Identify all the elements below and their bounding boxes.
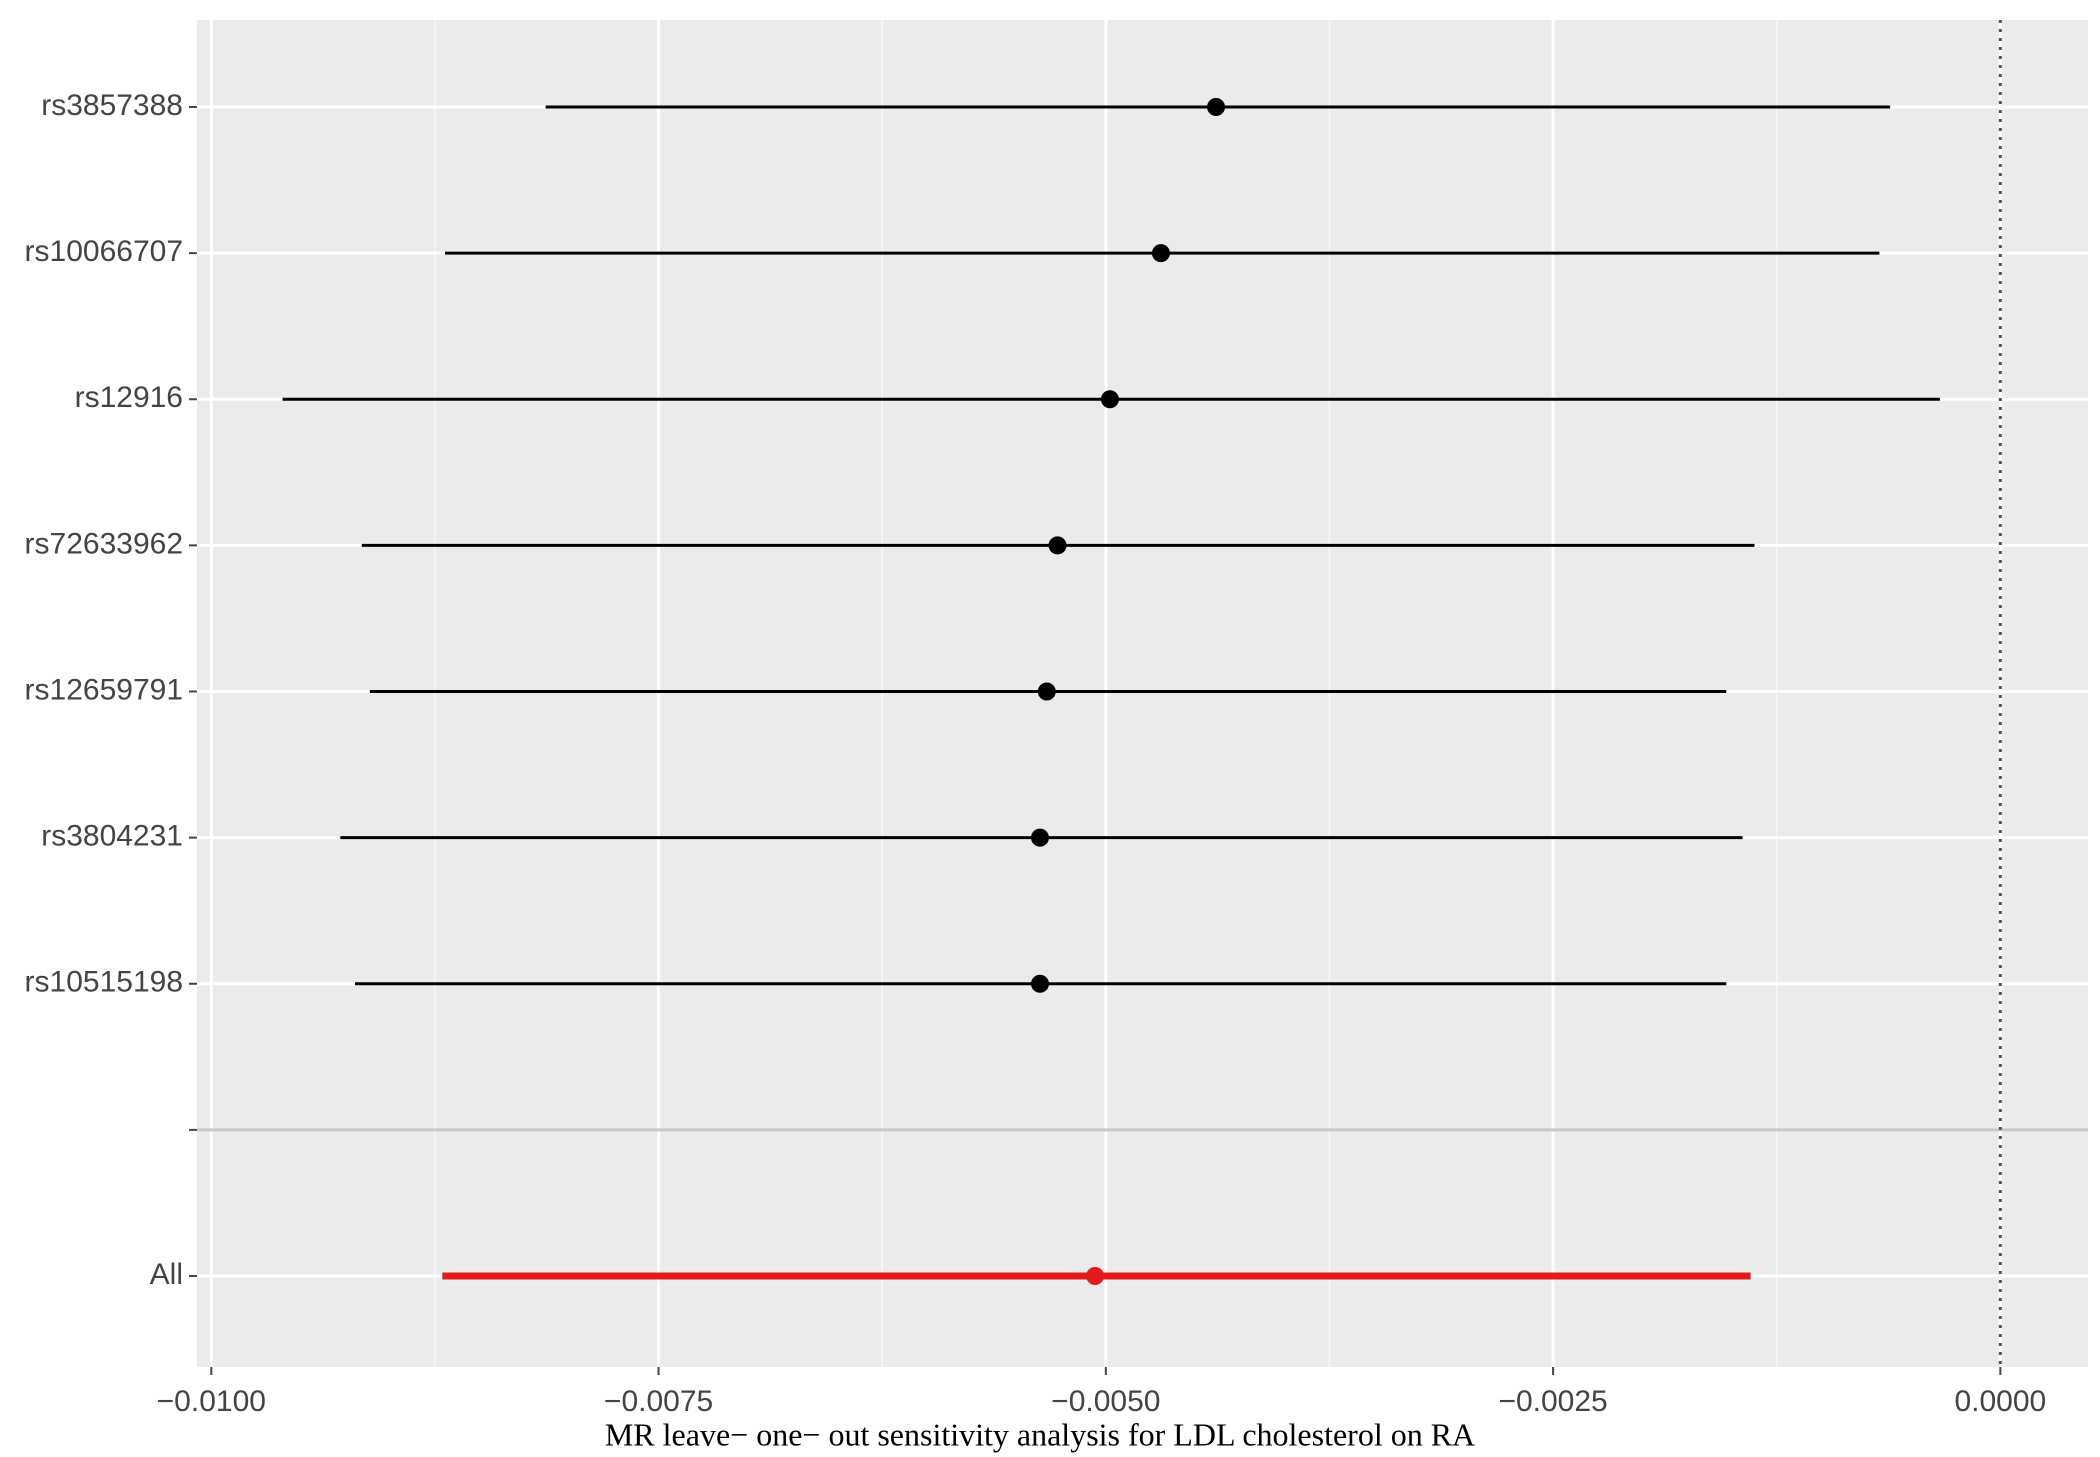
y-tick-label: rs72633962 — [25, 527, 183, 560]
point-estimate — [1030, 828, 1049, 847]
point-estimate — [1037, 682, 1056, 701]
x-tick-label: −0.0075 — [604, 1385, 713, 1418]
point-estimate — [1207, 98, 1226, 116]
point-estimate — [1100, 390, 1119, 409]
x-tick-label: −0.0100 — [157, 1385, 266, 1418]
y-tick-label: rs12916 — [75, 381, 183, 414]
panel — [197, 20, 2088, 1367]
x-tick-label: 0.0000 — [1954, 1385, 2046, 1418]
y-tick-label: rs12659791 — [25, 673, 183, 706]
point-estimate — [1048, 536, 1067, 555]
chart-title: MR leave− one− out sensitivity analysis … — [605, 1416, 1475, 1452]
point-estimate — [1086, 1267, 1105, 1285]
y-tick-label: rs3804231 — [41, 820, 183, 853]
y-tick-label: rs10515198 — [25, 966, 183, 999]
x-tick-label: −0.0050 — [1051, 1385, 1160, 1418]
y-tick-label: rs3857388 — [41, 89, 183, 122]
point-estimate — [1030, 974, 1049, 993]
y-tick-label: All — [150, 1258, 183, 1291]
x-tick-label: −0.0025 — [1498, 1385, 1607, 1418]
point-estimate — [1151, 244, 1170, 263]
y-tick-label: rs10066707 — [25, 235, 183, 268]
